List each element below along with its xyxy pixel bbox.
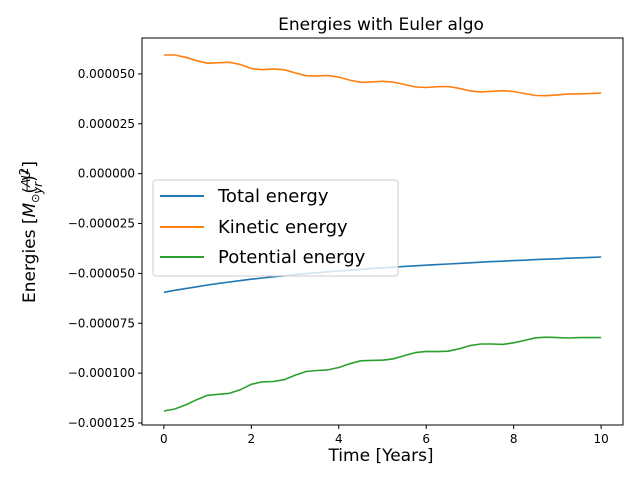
y-tick-label: −0.000050 [68,266,135,280]
legend-label-total: Total energy [217,186,329,207]
y-axis: 0.000050 0.000025 0.000000 −0.000025 −0.0000… [68,67,142,430]
chart-title: Energies with Euler algo [278,15,484,35]
x-tick-label: 0 [160,432,168,446]
y-tick-label: −0.000125 [68,416,135,430]
legend-label-potential: Potential energy [218,247,366,268]
svg-text:Energies [M⊙(AU‾‾yr)2]: Energies [M⊙(AU‾‾yr)2] [17,161,45,303]
y-tick-label: −0.000100 [68,366,135,380]
x-tick-label: 6 [422,432,430,446]
y-tick-label: 0.000000 [78,167,135,181]
x-tick-label: 2 [247,432,255,446]
legend-box [152,179,399,277]
series-line-potential [163,336,602,412]
x-axis-label: Time [Years] [327,446,433,466]
y-tick-label: −0.000025 [68,217,135,231]
x-tick-label: 8 [510,432,518,446]
legend: Total energy Kinetic energy Potential en… [152,179,399,277]
y-tick-label: 0.000025 [78,117,135,131]
x-tick-label: 10 [593,432,608,446]
series-line-kinetic [163,54,602,97]
y-tick-label: 0.000050 [78,67,135,81]
y-tick-label: −0.000075 [68,316,135,330]
x-tick-label: 4 [335,432,343,446]
legend-label-kinetic: Kinetic energy [218,217,348,238]
plot-frame [141,37,624,426]
x-axis: 0 2 4 6 8 10 [160,425,609,446]
y-axis-label: Energies [M⊙(AU‾‾yr)2] [17,161,45,303]
